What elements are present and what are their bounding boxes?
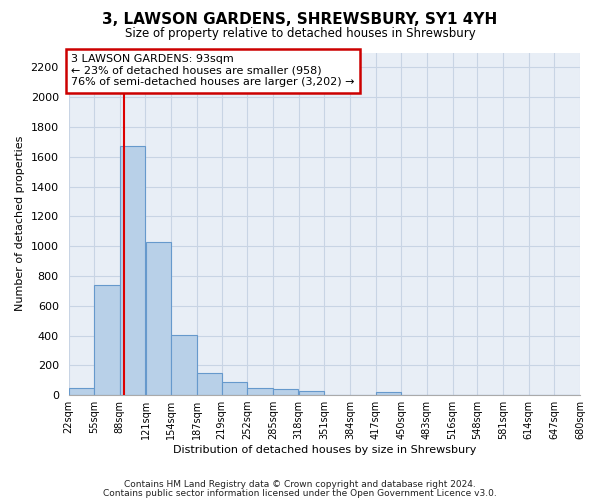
X-axis label: Distribution of detached houses by size in Shrewsbury: Distribution of detached houses by size … [173, 445, 476, 455]
Bar [299, 391, 324, 395]
Text: 3 LAWSON GARDENS: 93sqm
← 23% of detached houses are smaller (958)
76% of semi-d: 3 LAWSON GARDENS: 93sqm ← 23% of detache… [71, 54, 355, 88]
Text: Contains public sector information licensed under the Open Government Licence v3: Contains public sector information licen… [103, 488, 497, 498]
Bar [68, 388, 94, 395]
Bar [247, 388, 273, 395]
Bar [273, 390, 298, 395]
Text: 3, LAWSON GARDENS, SHREWSBURY, SY1 4YH: 3, LAWSON GARDENS, SHREWSBURY, SY1 4YH [103, 12, 497, 28]
Bar [171, 335, 197, 395]
Bar [376, 392, 401, 395]
Text: Size of property relative to detached houses in Shrewsbury: Size of property relative to detached ho… [125, 28, 475, 40]
Bar [146, 242, 171, 395]
Bar [120, 146, 145, 395]
Bar [222, 382, 247, 395]
Y-axis label: Number of detached properties: Number of detached properties [15, 136, 25, 312]
Bar [197, 372, 223, 395]
Text: Contains HM Land Registry data © Crown copyright and database right 2024.: Contains HM Land Registry data © Crown c… [124, 480, 476, 489]
Bar [94, 285, 120, 395]
